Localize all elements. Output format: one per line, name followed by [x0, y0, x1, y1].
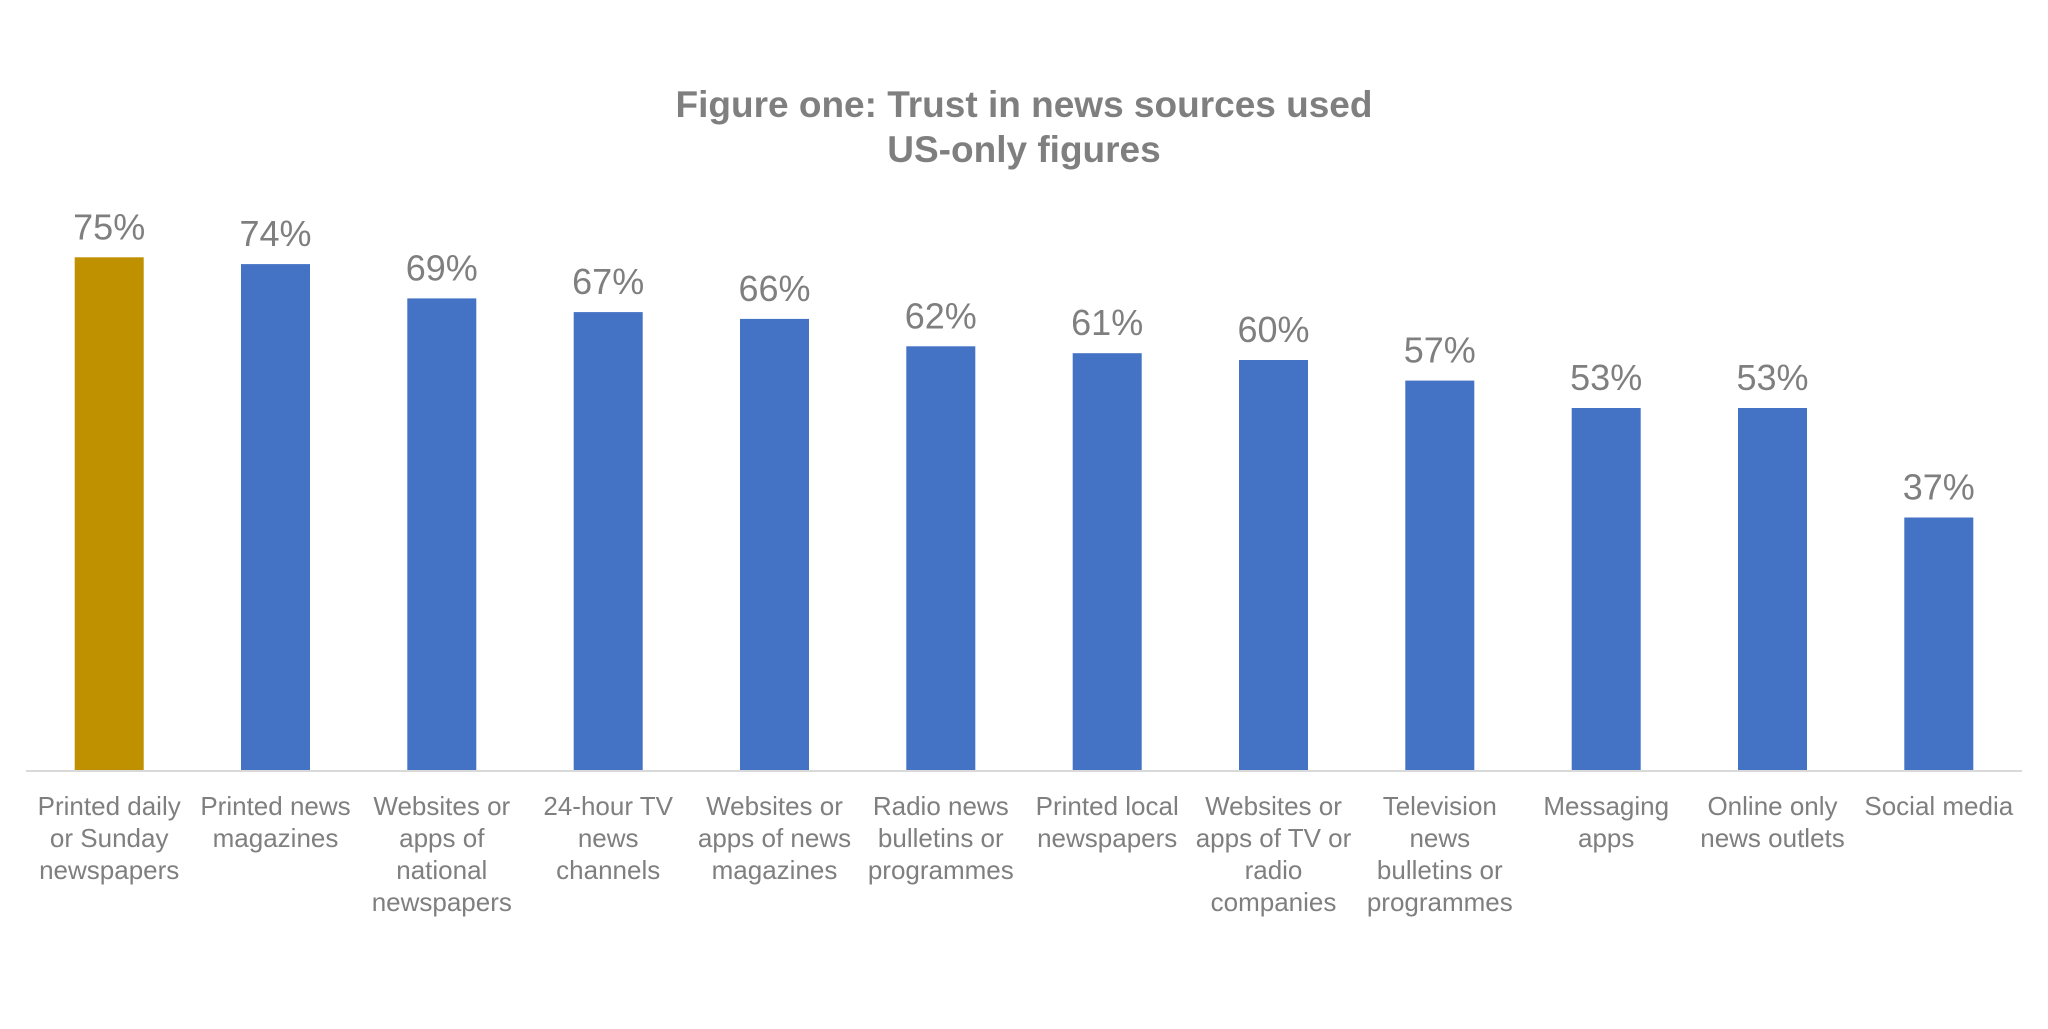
bar-7: [1072, 353, 1142, 771]
category-label-10: Messaging apps: [1543, 791, 1669, 853]
bar-1: [74, 257, 144, 772]
category-label-line: apps: [1578, 823, 1634, 853]
category-label-4: 24-hour TV news channels: [543, 791, 673, 885]
category-label-line: or Sunday: [50, 823, 169, 853]
bar-8: [1239, 360, 1308, 771]
bars-group: [74, 257, 1974, 772]
category-label-line: Messaging: [1543, 791, 1669, 821]
data-label-3: 69%: [406, 247, 478, 288]
category-label-1: Printed daily or Sunday newspapers: [38, 791, 181, 885]
data-label-2: 74%: [239, 213, 311, 254]
category-label-line: news outlets: [1700, 823, 1845, 853]
category-label-line: magazines: [712, 855, 838, 885]
chart-subtitle: US-only figures: [887, 129, 1160, 170]
category-label-line: Printed news: [200, 791, 350, 821]
bar-11: [1738, 408, 1807, 771]
data-label-11: 53%: [1736, 357, 1808, 398]
bar-9: [1405, 380, 1475, 771]
category-label-line: newspapers: [1037, 823, 1177, 853]
category-labels-group: Printed daily or Sunday newspapersPrinted …: [38, 791, 2014, 917]
category-label-12: Social media: [1864, 791, 2013, 821]
data-label-1: 75%: [73, 206, 145, 247]
category-label-7: Printed local newspapers: [1036, 791, 1179, 853]
category-label-line: Radio news: [873, 791, 1009, 821]
category-label-line: Online only: [1707, 791, 1837, 821]
category-label-9: Television news bulletins or programmes: [1367, 791, 1513, 917]
category-label-3: Websites or apps of national newspapers: [372, 791, 512, 917]
category-label-line: bulletins or: [1377, 855, 1503, 885]
bar-4: [573, 312, 643, 771]
category-label-line: apps of TV or: [1196, 823, 1352, 853]
data-label-4: 67%: [572, 261, 644, 302]
category-label-line: newspapers: [39, 855, 179, 885]
category-label-line: channels: [556, 855, 660, 885]
data-label-8: 60%: [1237, 309, 1309, 350]
category-label-line: programmes: [868, 855, 1014, 885]
category-label-line: news: [578, 823, 639, 853]
data-label-6: 62%: [905, 295, 977, 336]
data-label-10: 53%: [1570, 357, 1642, 398]
category-label-line: 24-hour TV: [543, 791, 673, 821]
category-label-line: Websites or: [706, 791, 843, 821]
category-label-5: Websites or apps of news magazines: [698, 791, 851, 885]
category-label-line: Social media: [1864, 791, 2013, 821]
bar-10: [1571, 408, 1641, 771]
data-label-7: 61%: [1071, 302, 1143, 343]
category-label-line: companies: [1211, 887, 1337, 917]
bar-5: [740, 318, 809, 771]
category-label-11: Online only news outlets: [1700, 791, 1845, 853]
category-label-line: Websites or: [373, 791, 510, 821]
category-label-line: apps of news: [698, 823, 851, 853]
category-label-line: national: [396, 855, 487, 885]
category-label-line: Websites or: [1205, 791, 1342, 821]
category-label-2: Printed news magazines: [200, 791, 350, 853]
category-label-6: Radio news bulletins or programmes: [868, 791, 1014, 885]
bar-12: [1904, 517, 1974, 771]
data-label-12: 37%: [1903, 467, 1975, 508]
data-label-5: 66%: [738, 268, 810, 309]
bar-2: [241, 264, 310, 771]
data-labels-group: 75% 74% 69% 67% 66% 62% 61% 60% 57% 53% 53% 37%: [73, 206, 1975, 507]
category-label-line: radio: [1245, 855, 1303, 885]
category-label-line: news: [1409, 823, 1470, 853]
category-label-line: magazines: [213, 823, 339, 853]
category-label-8: Websites or apps of TV or radio companies: [1196, 791, 1352, 917]
category-label-line: Printed daily: [38, 791, 181, 821]
bar-3: [407, 298, 477, 771]
category-label-line: Television: [1383, 791, 1497, 821]
category-label-line: apps of: [399, 823, 485, 853]
category-label-line: bulletins or: [878, 823, 1004, 853]
bar-6: [906, 346, 976, 771]
data-label-9: 57%: [1404, 330, 1476, 371]
category-label-line: programmes: [1367, 887, 1513, 917]
category-label-line: newspapers: [372, 887, 512, 917]
chart-title: Figure one: Trust in news sources used: [676, 84, 1373, 125]
category-label-line: Printed local: [1036, 791, 1179, 821]
